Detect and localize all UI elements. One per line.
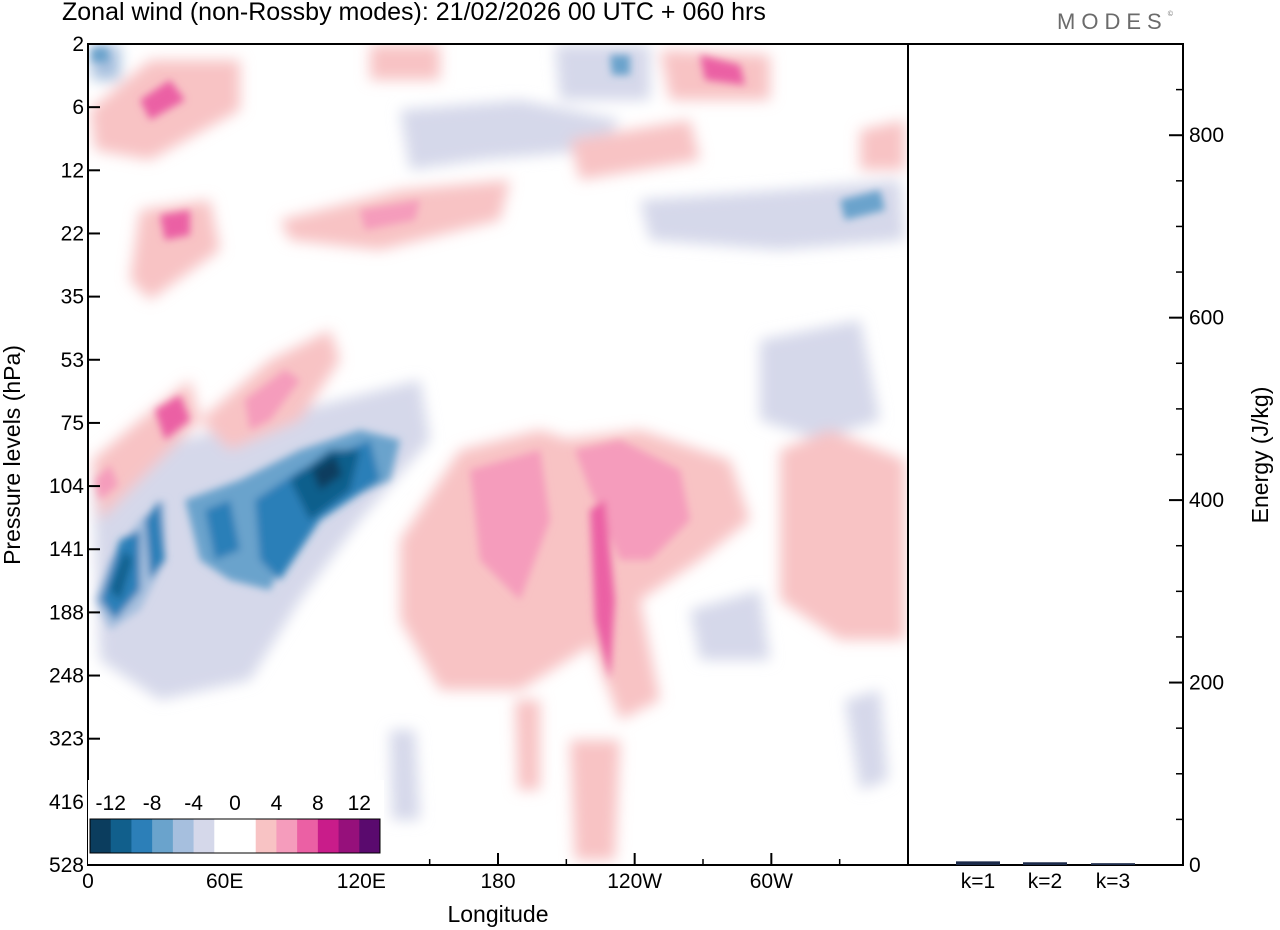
neg-core-sub (145, 500, 165, 580)
energy-bar-label: k=2 (1028, 870, 1062, 893)
pos-region-left-strato2 (130, 200, 220, 300)
colorbar-swatch (317, 819, 340, 853)
colorbar-swatch (276, 819, 298, 853)
neg-core-upper-mid (610, 55, 630, 75)
colorbar-label: 8 (312, 792, 324, 815)
pos-core-strato (360, 200, 420, 230)
colorbar-swatch (338, 819, 360, 853)
colorbar-label: 12 (348, 792, 371, 815)
colorbar-outline (89, 818, 381, 854)
y-tick-label: 248 (49, 665, 84, 688)
neg-core-deep-west (110, 550, 132, 600)
x-tick-label: 120E (337, 870, 386, 893)
colorbar-swatch (110, 819, 132, 853)
neg-region-bottom-mid (390, 730, 420, 820)
energy-axis-title: Energy (J/kg) (1247, 387, 1273, 524)
brand-logo: MODES© (1057, 9, 1173, 35)
pos-region-lower (515, 700, 540, 790)
pos-core-central (470, 450, 550, 600)
energy-panel-frame (907, 43, 1184, 866)
y-axis-title: Pressure levels (hPa) (0, 345, 25, 565)
colorbar-swatch (172, 819, 195, 853)
energy-tick-label: 400 (1189, 489, 1224, 512)
y-tick-label: 6 (72, 96, 84, 119)
pos-region-far-east (780, 430, 905, 640)
neg-region-top-mid (555, 45, 650, 100)
pos-core-streak (590, 500, 615, 680)
colorbar-swatch (193, 819, 215, 853)
energy-bars: k=1 k=2 k=3 (956, 861, 1135, 893)
y-tick-label: 53 (61, 349, 84, 372)
pos-core-top-right (700, 55, 745, 85)
neg-region-upper-mid (400, 100, 620, 170)
y-tick-label: 188 (49, 601, 84, 624)
pos-core-6 (140, 80, 185, 120)
y-tick-label: 104 (49, 475, 84, 498)
x-tick-label: 60E (206, 870, 243, 893)
pos-core-75 (155, 395, 190, 440)
energy-bar (1023, 862, 1067, 865)
y-tick-label: 141 (49, 538, 84, 561)
colorbar-label: 4 (271, 792, 283, 815)
neg-core-darkest (312, 455, 342, 490)
energy-tick-label: 200 (1189, 672, 1224, 695)
colorbar-swatch (131, 819, 153, 853)
colorbar-label: -12 (96, 792, 126, 815)
pos-region-right-strato (860, 120, 905, 170)
pos-core-104 (95, 465, 118, 500)
neg-region-right-mid (760, 320, 880, 440)
pos-core-22 (160, 210, 190, 240)
colorbar: -12 -8 -4 0 4 8 12 (88, 780, 384, 864)
energy-tick-label: 0 (1189, 854, 1201, 877)
neg-region-lower-right2 (690, 590, 770, 660)
y-tick-label: 35 (61, 286, 84, 309)
energy-axis: 0 200 400 600 800 (1169, 88, 1224, 877)
pos-region-bottom (570, 740, 620, 860)
pos-core-east (575, 440, 690, 560)
y-tick-label: 416 (49, 791, 84, 814)
brand-mark: © (1167, 11, 1173, 18)
energy-bar-label: k=1 (961, 870, 995, 893)
y-tick-label: 12 (61, 159, 84, 182)
energy-tick-label: 600 (1189, 307, 1224, 330)
neg-core-top-left (92, 48, 108, 62)
colorbar-swatch (359, 819, 381, 853)
colorbar-swatch (152, 819, 174, 853)
colorbar-swatch (297, 819, 319, 853)
x-tick-label: 120W (607, 870, 662, 893)
colorbar-swatch (90, 819, 112, 853)
colorbar-label: 0 (229, 792, 241, 815)
energy-bar (1091, 863, 1135, 865)
neg-region-upper-right (640, 180, 905, 250)
y-tick-label: 2 (72, 33, 84, 56)
chart-title: Zonal wind (non-Rossby modes): 21/02/202… (62, 0, 766, 26)
x-tick-label: 180 (480, 870, 515, 893)
pos-region-top-center (370, 45, 440, 80)
colorbar-swatch (235, 819, 257, 853)
pos-core-mid-left (245, 370, 300, 430)
energy-bar-label: k=3 (1096, 870, 1130, 893)
colorbar-swatch (214, 819, 236, 853)
heatmap-field (90, 45, 905, 860)
colorbar-swatch (255, 819, 277, 853)
energy-tick-label: 800 (1189, 124, 1224, 147)
colorbar-label: -4 (184, 792, 203, 815)
y-tick-label: 323 (49, 728, 84, 751)
y-tick-label: 22 (61, 222, 84, 245)
x-tick-label: 0 (82, 870, 94, 893)
brand-text: MODES (1057, 9, 1168, 34)
neg-core-upper-right (840, 190, 885, 220)
y-tick-label: 528 (49, 854, 84, 877)
energy-bar (956, 861, 1000, 865)
neg-core-60e (205, 500, 240, 560)
y-tick-label: 75 (61, 412, 84, 435)
colorbar-label: -8 (143, 792, 162, 815)
pressure-axis: 2 6 12 22 35 53 75 104 141 188 248 323 416 528 (49, 33, 100, 877)
longitude-axis: 0 60E 120E 180 120W 60W (82, 853, 841, 893)
pos-region-upper-right2 (570, 120, 700, 180)
x-tick-label: 60W (750, 870, 793, 893)
x-axis-title: Longitude (447, 901, 548, 927)
neg-region-lower-right (845, 690, 888, 790)
